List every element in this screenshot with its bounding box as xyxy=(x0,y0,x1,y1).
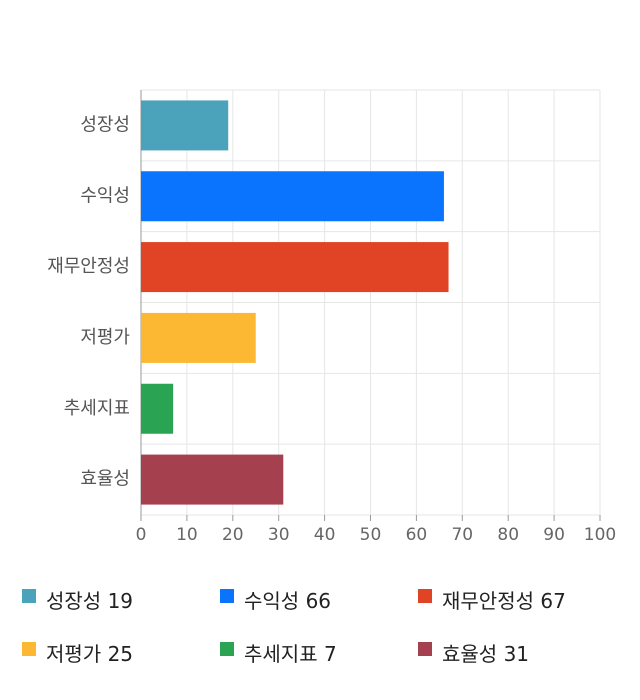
legend-label: 저평가 25 xyxy=(46,642,133,666)
legend-label: 효율성 31 xyxy=(442,642,529,666)
bar xyxy=(141,454,284,505)
x-tick-label: 90 xyxy=(543,525,565,545)
x-tick-label: 20 xyxy=(222,525,244,545)
y-tick-label: 효율성 xyxy=(80,469,130,490)
legend-value: 7 xyxy=(324,642,337,666)
legend-value: 25 xyxy=(108,642,133,666)
x-tick-label: 50 xyxy=(360,525,382,545)
x-tick-label: 30 xyxy=(268,525,290,545)
legend-value: 31 xyxy=(504,642,529,666)
x-tick-label: 80 xyxy=(497,525,519,545)
bar xyxy=(141,242,449,293)
y-tick-label: 재무안정성 xyxy=(47,256,130,277)
legend-name: 재무안정성 xyxy=(442,589,534,613)
y-tick-label: 추세지표 xyxy=(64,398,130,419)
legend-value: 67 xyxy=(540,589,565,613)
y-tick-label: 저평가 xyxy=(80,327,130,348)
legend-name: 성장성 xyxy=(46,589,101,613)
x-tick-label: 60 xyxy=(406,525,428,545)
legend-swatch xyxy=(220,642,234,656)
legend-label: 추세지표 7 xyxy=(244,642,337,666)
legend-swatch xyxy=(418,589,432,603)
legend-name: 저평가 xyxy=(46,642,101,666)
bar xyxy=(141,171,444,222)
bar xyxy=(141,100,229,151)
legend-swatch xyxy=(22,642,36,656)
legend-name: 효율성 xyxy=(442,642,497,666)
legend-value: 19 xyxy=(108,589,133,613)
legend-label: 수익성 66 xyxy=(244,589,331,613)
bar xyxy=(141,383,174,434)
legend-swatch xyxy=(418,642,432,656)
legend-name: 수익성 xyxy=(244,589,299,613)
legend-name: 추세지표 xyxy=(244,642,318,666)
legend-label: 재무안정성 67 xyxy=(442,589,566,613)
y-tick-label: 성장성 xyxy=(80,114,130,135)
x-tick-label: 40 xyxy=(314,525,336,545)
x-tick-label: 100 xyxy=(584,525,616,545)
legend-swatch xyxy=(220,589,234,603)
bar xyxy=(141,312,256,363)
legend-swatch xyxy=(22,589,36,603)
legend-label: 성장성 19 xyxy=(46,589,133,613)
x-tick-label: 70 xyxy=(451,525,473,545)
legend-value: 66 xyxy=(306,589,331,613)
x-tick-label: 0 xyxy=(136,525,147,545)
x-tick-label: 10 xyxy=(176,525,198,545)
y-tick-label: 수익성 xyxy=(80,185,130,206)
